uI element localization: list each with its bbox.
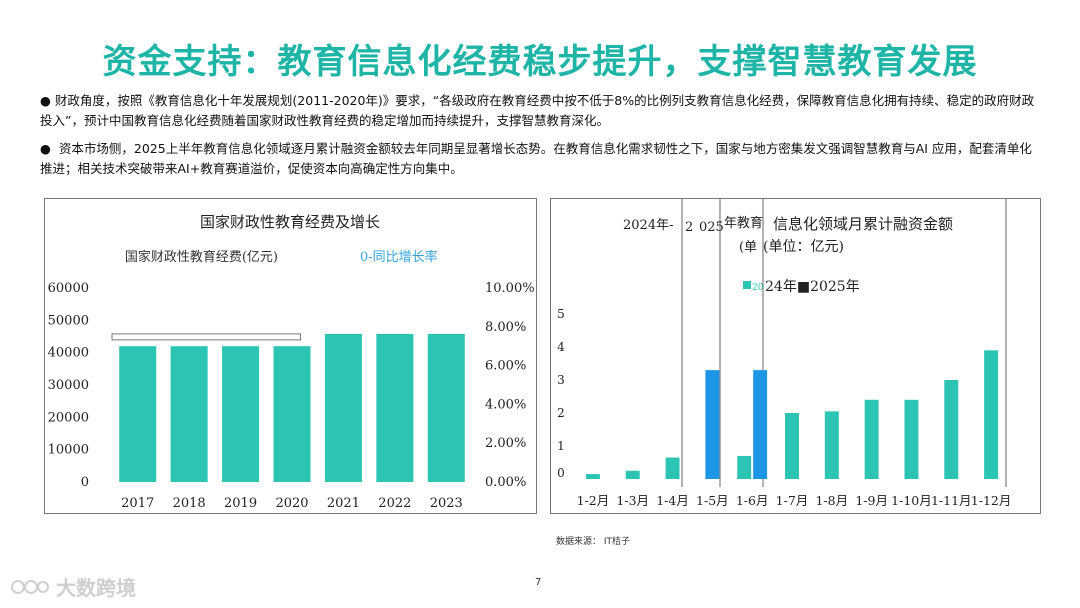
y-left-tick-label: 30000 (48, 378, 89, 393)
x-tick-label: 1-11月 (931, 493, 972, 508)
paragraph-text: 资本市场侧，2025上半年教育信息化领域逐月累计融资金额较去年同期呈显著增长态势… (40, 141, 1032, 176)
x-tick-label: 1-3月 (616, 493, 649, 508)
bar-2024-1-2月 (585, 474, 600, 479)
bar-2018 (170, 346, 208, 482)
y-tick-label: 2 (557, 406, 565, 420)
bar-2024-1-11月 (944, 380, 959, 479)
x-tick-label: 2021 (327, 496, 360, 511)
bar-2021 (324, 333, 362, 482)
x-tick-label: 1-12月 (971, 493, 1012, 508)
bar-2022 (376, 333, 414, 482)
y-right-tick-label: 4.00% (485, 397, 526, 412)
unit-label: (单位：亿元) (763, 239, 844, 255)
x-tick-label: 2022 (378, 496, 411, 511)
y-left-tick-label: 60000 (48, 281, 89, 296)
bar-2023 (427, 333, 465, 482)
bar-2024-1-8月 (824, 411, 839, 479)
outline-box (111, 333, 301, 341)
y-left-tick-label: 20000 (48, 410, 89, 425)
x-tick-label: 2020 (275, 496, 308, 511)
title-fragment: (单 (739, 240, 757, 255)
bar-2017 (119, 346, 157, 482)
y-tick-label: 5 (557, 307, 565, 321)
education-funding-chart: 国家财政性教育经费及增长 国家财政性教育经费(亿元) 0-同比增长率 60000… (44, 198, 537, 514)
title-fragment: 2 (685, 220, 693, 235)
y-left-tick-label: 50000 (48, 313, 89, 328)
bar-2025-1-5月 (705, 370, 720, 479)
bar-2024-1-10月 (904, 399, 919, 479)
bar-2024-1-7月 (785, 413, 799, 479)
x-tick-label: 2023 (430, 496, 463, 511)
bullet: ● (40, 93, 51, 108)
financing-chart: 2024年- 2 025 年教育 (单 信息化领域月累计融资金额 (单位：亿元)… (550, 198, 1041, 514)
title-fragment: 025 (699, 220, 724, 235)
x-tick-label: 1-10月 (891, 493, 932, 508)
bar-2024-1-4月 (665, 457, 680, 479)
x-tick-label: 1-7月 (776, 493, 809, 508)
bar-2020 (273, 346, 311, 482)
y-tick-label: 4 (557, 340, 565, 354)
title-fragment: 年教育 (724, 215, 763, 231)
y-tick-label: 1 (557, 439, 565, 453)
paragraph-capital: ● 资本市场侧，2025上半年教育信息化领域逐月累计融资金额较去年同期呈显著增长… (40, 139, 1040, 179)
data-source: 数据来源： IT桔子 (556, 537, 631, 547)
legend-label: 24年■2025年 (765, 279, 860, 295)
y-tick-label: 0 (557, 466, 565, 480)
x-tick-label: 1-5月 (696, 493, 729, 508)
x-tick-label: 1-6月 (736, 493, 769, 508)
legend-swatch-2024 (743, 281, 751, 289)
bar-2025-1-6月 (753, 370, 768, 479)
bullet: ● (40, 141, 51, 156)
watermark: 大数跨境 (10, 572, 136, 601)
financing-chart-svg: 2024年- 2 025 年教育 (单 信息化领域月累计融资金额 (单位：亿元)… (557, 199, 1012, 508)
x-tick-label: 1-8月 (815, 493, 848, 508)
legend-fragment: 20 (752, 283, 764, 293)
x-tick-label: 1-4月 (656, 493, 689, 508)
page-title: 资金支持：教育信息化经费稳步提升，支撑智慧教育发展 (102, 42, 978, 82)
x-tick-label: 1-9月 (855, 493, 888, 508)
paragraph-finance: ● 财政角度，按照《教育信息化十年发展规划(2011-2020年)》要求，“各级政… (40, 91, 1040, 131)
bar-2024-1-3月 (625, 470, 640, 479)
watermark-logo-icon (11, 579, 49, 594)
y-left-tick-label: 40000 (48, 346, 89, 361)
y-right-tick-label: 2.00% (485, 436, 526, 451)
education-funding-chart-svg: 国家财政性教育经费及增长 国家财政性教育经费(亿元) 0-同比增长率 60000… (48, 213, 535, 511)
page-number: 7 (535, 577, 542, 588)
chart-title: 国家财政性教育经费及增长 (200, 213, 380, 231)
x-tick-label: 2019 (224, 496, 257, 511)
watermark-text: 大数跨境 (56, 576, 136, 600)
title-fragment: 2024年- (623, 218, 673, 233)
y-right-tick-label: 10.00% (485, 281, 535, 296)
y-tick-label: 3 (557, 373, 565, 387)
paragraph-text: 财政角度，按照《教育信息化十年发展规划(2011-2020年)》要求，“各级政府… (40, 93, 1035, 128)
y-right-tick-label: 8.00% (485, 320, 526, 335)
x-tick-label: 1-2月 (577, 493, 610, 508)
x-tick-label: 2018 (173, 496, 206, 511)
y-right-tick-label: 6.00% (485, 359, 526, 374)
legend-bar: 国家财政性教育经费(亿元) (125, 249, 278, 265)
bar-2024-1-6月 (737, 455, 752, 479)
bar-2024-1-12月 (984, 350, 999, 479)
y-left-tick-label: 10000 (48, 443, 89, 458)
y-left-tick-label: 0 (81, 475, 89, 490)
bar-2019 (222, 346, 260, 482)
y-right-tick-label: 0.00% (485, 475, 526, 490)
bar-2024-1-9月 (864, 399, 879, 479)
legend-growth: 0-同比增长率 (360, 249, 438, 265)
x-tick-label: 2017 (121, 496, 154, 511)
chart-title: 信息化领域月累计融资金额 (773, 215, 953, 233)
